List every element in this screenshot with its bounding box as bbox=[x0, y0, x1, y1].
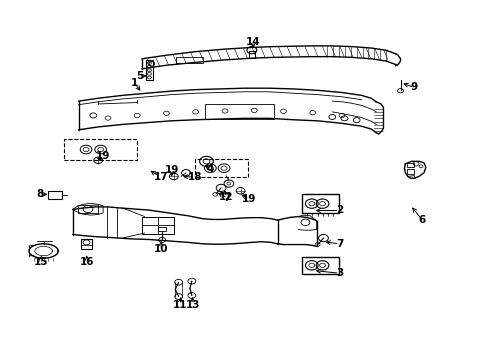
Bar bbox=[48, 191, 62, 199]
Bar bbox=[302, 194, 338, 213]
Text: 3: 3 bbox=[335, 268, 343, 278]
Bar bbox=[146, 59, 153, 80]
Text: 14: 14 bbox=[245, 37, 260, 47]
Text: 7: 7 bbox=[224, 193, 231, 203]
Text: 17: 17 bbox=[153, 172, 167, 182]
Text: 1: 1 bbox=[131, 78, 138, 88]
Bar bbox=[64, 139, 137, 160]
Text: 5: 5 bbox=[136, 71, 143, 81]
Text: 19: 19 bbox=[165, 165, 179, 175]
Text: 8: 8 bbox=[36, 189, 43, 199]
Text: 19: 19 bbox=[96, 150, 110, 161]
Text: 11: 11 bbox=[173, 300, 187, 310]
Bar bbox=[142, 217, 173, 234]
Text: 2: 2 bbox=[335, 206, 343, 216]
Text: 9: 9 bbox=[410, 82, 417, 93]
Bar bbox=[302, 257, 338, 274]
Bar bbox=[194, 159, 248, 177]
Text: 15: 15 bbox=[33, 257, 48, 267]
Text: 6: 6 bbox=[418, 215, 425, 225]
Bar bbox=[248, 51, 254, 58]
Text: 18: 18 bbox=[187, 172, 202, 182]
Text: 7: 7 bbox=[335, 239, 343, 249]
Text: 10: 10 bbox=[153, 244, 167, 254]
Bar bbox=[406, 169, 413, 174]
Bar bbox=[406, 163, 413, 167]
Bar bbox=[81, 239, 92, 249]
Text: 13: 13 bbox=[185, 300, 200, 310]
Bar bbox=[205, 104, 273, 119]
Text: 4: 4 bbox=[206, 164, 214, 174]
Bar bbox=[176, 57, 203, 63]
Bar bbox=[158, 226, 166, 231]
Text: 16: 16 bbox=[80, 257, 95, 267]
Text: 19: 19 bbox=[242, 194, 256, 204]
Text: 12: 12 bbox=[218, 192, 233, 202]
